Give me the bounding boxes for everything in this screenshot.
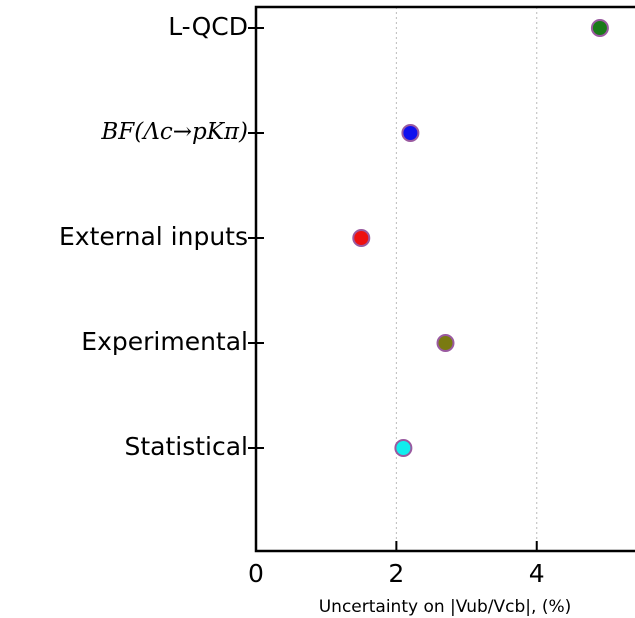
y-tick-label: BF(Λc→pKπ) — [100, 119, 248, 145]
x-tick-label: 4 — [529, 559, 545, 588]
plot-frame — [254, 5, 635, 553]
dot — [436, 334, 455, 352]
x-tick-label: 0 — [248, 559, 264, 588]
y-tick-label: L-QCD — [168, 12, 248, 41]
dot — [394, 439, 413, 457]
dot — [352, 229, 371, 247]
y-tick-label: External inputs — [59, 222, 248, 251]
x-tick-label: 2 — [388, 559, 404, 588]
dot — [401, 124, 420, 142]
dot — [590, 19, 609, 37]
x-axis-label: Uncertainty on |Vub/Vcb|, (%) — [319, 597, 572, 617]
y-tick-label: Experimental — [81, 327, 248, 356]
y-tick-label: Statistical — [124, 432, 248, 461]
